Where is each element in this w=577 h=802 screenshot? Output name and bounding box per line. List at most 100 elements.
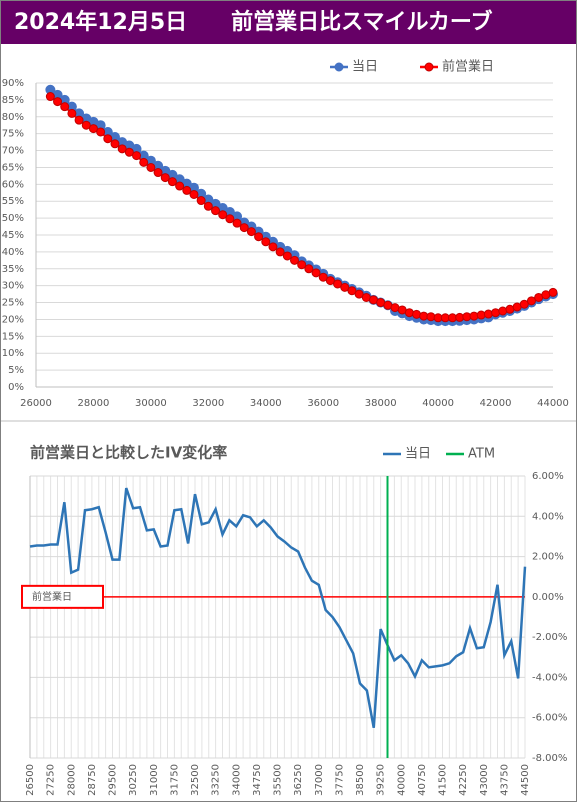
series-marker: [53, 97, 63, 107]
y-tick-label: 20%: [2, 314, 24, 325]
x-tick-label: 40750: [417, 764, 428, 796]
y-tick-label: 55%: [2, 196, 24, 207]
x-tick-label: 27250: [46, 764, 57, 796]
chart-title: 前営業日と比較したIV変化率: [30, 444, 227, 462]
series-marker: [110, 139, 120, 149]
x-tick-label: 26500: [25, 764, 36, 796]
y-tick-label: 75%: [2, 129, 24, 140]
series-marker: [275, 247, 285, 257]
x-tick-label: 34000: [231, 764, 242, 796]
x-tick-label: 34750: [252, 764, 263, 796]
series-marker: [304, 264, 314, 274]
y-tick-label: 45%: [2, 230, 24, 241]
x-tick-label: 40000: [422, 398, 454, 409]
legend-marker: [334, 62, 344, 72]
series-marker: [311, 268, 321, 278]
x-tick-label: 31000: [149, 764, 160, 796]
series-marker: [74, 115, 84, 125]
y-tick-label: 0.00%: [532, 592, 564, 603]
series-marker: [483, 309, 493, 319]
series-marker: [139, 157, 149, 167]
series-marker: [132, 151, 142, 161]
series-marker: [153, 168, 163, 178]
x-tick-label: 39250: [376, 764, 387, 796]
x-tick-label: 37000: [314, 764, 325, 796]
series-marker: [268, 242, 278, 252]
x-tick-label: 44000: [537, 398, 569, 409]
legend-marker: [424, 62, 434, 72]
x-tick-label: 35500: [273, 764, 284, 796]
series-marker: [340, 282, 350, 292]
y-tick-label: -4.00%: [532, 672, 567, 683]
series-marker: [526, 296, 536, 306]
reference-box: [21, 584, 104, 609]
series-marker: [404, 308, 414, 318]
series-marker: [290, 255, 299, 265]
x-tick-label: 43000: [479, 764, 490, 796]
y-tick-label: 40%: [2, 247, 24, 258]
series-marker: [211, 206, 221, 216]
series-marker: [88, 124, 98, 134]
y-tick-label: 6.00%: [532, 471, 564, 482]
x-tick-label: 30000: [135, 398, 167, 409]
series-marker: [203, 201, 213, 211]
series-marker: [45, 92, 55, 102]
x-tick-label: 34000: [250, 398, 282, 409]
y-tick-label: 80%: [2, 112, 24, 123]
series-marker: [246, 227, 256, 237]
x-tick-label: 40000: [396, 764, 407, 796]
y-tick-label: 30%: [2, 281, 24, 292]
y-tick-label: -8.00%: [532, 753, 567, 764]
series-marker: [160, 173, 170, 183]
x-tick-label: 36000: [307, 398, 339, 409]
legend-label: 当日: [352, 60, 378, 75]
legend-label: 当日: [405, 447, 431, 462]
series-marker: [96, 127, 106, 137]
x-tick-label: 43750: [499, 764, 510, 796]
reference-label: 前営業日: [32, 590, 72, 603]
series-marker: [333, 279, 343, 289]
page-title: 2024年12月5日 前営業日比スマイルカーブ: [14, 9, 493, 35]
y-tick-label: 4.00%: [532, 511, 564, 522]
y-tick-label: 5%: [8, 365, 24, 376]
series-marker: [167, 177, 177, 187]
series-marker: [325, 276, 335, 286]
series-marker: [548, 287, 558, 297]
y-tick-label: 35%: [2, 264, 24, 275]
series-marker: [261, 237, 271, 247]
series-marker: [347, 286, 357, 296]
y-tick-label: 0%: [8, 382, 24, 393]
series-marker: [67, 108, 77, 118]
x-tick-label: 38000: [365, 398, 397, 409]
x-tick-label: 30250: [128, 764, 139, 796]
series-marker: [354, 289, 364, 299]
series-marker: [60, 102, 70, 112]
x-tick-label: 44500: [520, 764, 531, 796]
series-marker: [412, 309, 422, 319]
x-tick-label: 41500: [438, 764, 449, 796]
banner: [1, 1, 576, 44]
x-tick-label: 28000: [66, 764, 77, 796]
x-tick-label: 33250: [211, 764, 222, 796]
x-tick-label: 42250: [458, 764, 469, 796]
x-tick-label: 32500: [190, 764, 201, 796]
series-line: [29, 487, 527, 729]
x-tick-label: 37750: [334, 764, 345, 796]
y-tick-label: 2.00%: [532, 552, 564, 563]
series-marker: [519, 299, 529, 309]
y-tick-label: -6.00%: [532, 713, 567, 724]
series-marker: [239, 223, 249, 233]
series-marker: [318, 272, 328, 282]
series-marker: [282, 251, 292, 261]
x-tick-label: 29500: [108, 764, 119, 796]
y-tick-label: 25%: [2, 298, 24, 309]
y-tick-label: 15%: [2, 331, 24, 342]
x-tick-label: 31750: [169, 764, 180, 796]
series-marker: [182, 185, 192, 195]
series-marker: [81, 120, 91, 130]
x-tick-label: 38500: [355, 764, 366, 796]
legend-label: ATM: [468, 447, 495, 462]
legend-label: 前営業日: [442, 59, 494, 75]
x-tick-label: 28000: [78, 398, 110, 409]
